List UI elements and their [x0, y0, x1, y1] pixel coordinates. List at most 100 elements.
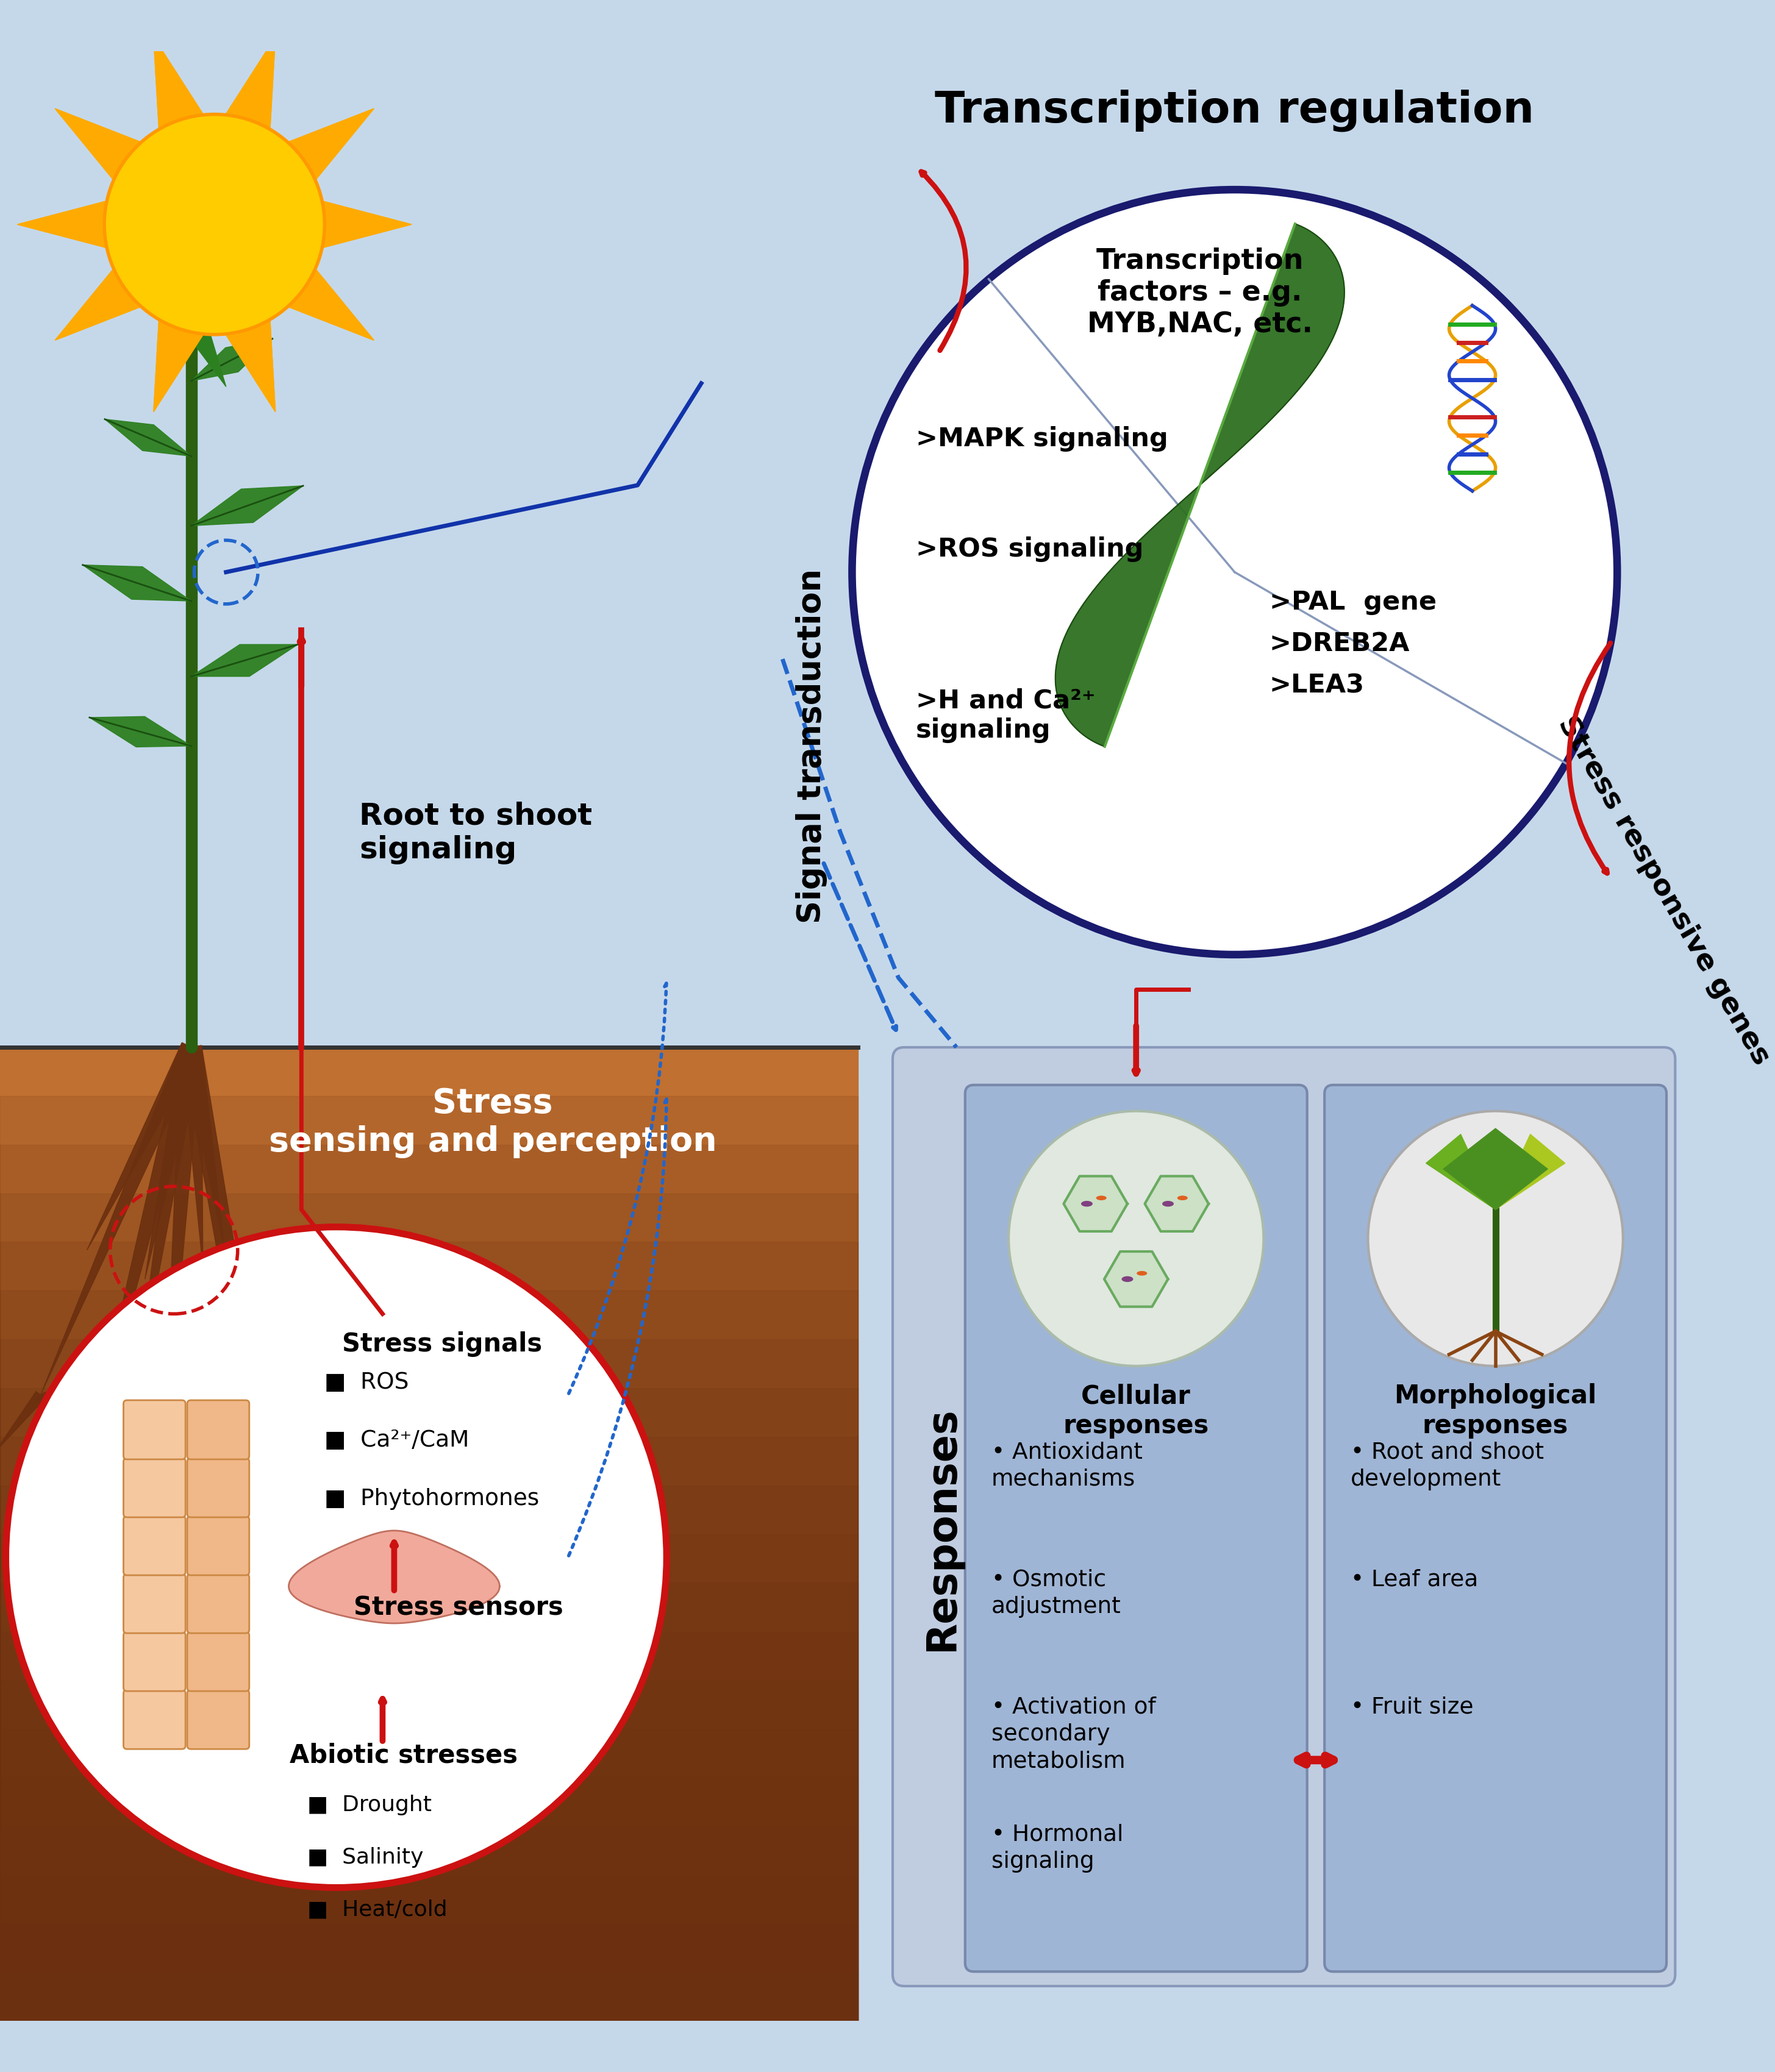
Circle shape: [852, 191, 1617, 955]
Ellipse shape: [1097, 1196, 1106, 1200]
FancyBboxPatch shape: [186, 1691, 248, 1749]
Polygon shape: [1496, 1133, 1566, 1210]
Polygon shape: [323, 201, 412, 247]
Bar: [0, 1486, 857, 2020]
FancyBboxPatch shape: [124, 1401, 186, 1459]
Polygon shape: [75, 1044, 201, 1510]
Text: Transcription
factors – e.g.
MYB,NAC, etc.: Transcription factors – e.g. MYB,NAC, et…: [1086, 247, 1314, 338]
FancyBboxPatch shape: [186, 1517, 248, 1575]
FancyBboxPatch shape: [966, 1086, 1306, 1973]
Polygon shape: [55, 269, 140, 340]
Bar: [0, 1436, 857, 2020]
Text: ■  Heat/cold: ■ Heat/cold: [307, 1900, 447, 1921]
FancyBboxPatch shape: [124, 1517, 186, 1575]
FancyBboxPatch shape: [186, 1459, 248, 1517]
Text: • Leaf area: • Leaf area: [1351, 1569, 1479, 1591]
Ellipse shape: [1177, 1196, 1187, 1200]
Circle shape: [5, 1227, 667, 1888]
FancyBboxPatch shape: [186, 1575, 248, 1633]
Bar: [0, 1973, 857, 2020]
Polygon shape: [83, 566, 192, 601]
Bar: [0, 1291, 857, 2020]
Circle shape: [1008, 1111, 1264, 1365]
Polygon shape: [128, 1405, 146, 1481]
Text: • Activation of
secondary
metabolism: • Activation of secondary metabolism: [990, 1697, 1156, 1772]
Text: Root to shoot
signaling: Root to shoot signaling: [359, 802, 593, 864]
Bar: [0, 1339, 857, 2020]
Bar: [0, 1096, 857, 2020]
Polygon shape: [225, 37, 275, 128]
Polygon shape: [154, 321, 202, 412]
FancyBboxPatch shape: [1324, 1086, 1667, 1973]
Text: Cellular
responses: Cellular responses: [1063, 1384, 1209, 1438]
Circle shape: [105, 114, 325, 334]
Text: • Osmotic
adjustment: • Osmotic adjustment: [990, 1569, 1122, 1618]
Polygon shape: [18, 201, 105, 247]
FancyBboxPatch shape: [893, 1046, 1676, 1987]
Polygon shape: [192, 644, 298, 675]
Polygon shape: [146, 1044, 202, 1278]
Polygon shape: [289, 269, 375, 340]
Polygon shape: [55, 269, 140, 340]
Text: Stress responsive genes: Stress responsive genes: [1553, 713, 1775, 1069]
Text: Stress sensors: Stress sensors: [353, 1595, 563, 1620]
Polygon shape: [1443, 1129, 1496, 1210]
Polygon shape: [289, 1531, 499, 1622]
Bar: [0, 1583, 857, 2020]
Text: Morphological
responses: Morphological responses: [1393, 1384, 1598, 1438]
Bar: [0, 1923, 857, 2020]
Ellipse shape: [1136, 1270, 1147, 1276]
Polygon shape: [192, 485, 304, 526]
Polygon shape: [181, 1046, 238, 1365]
Bar: [0, 1631, 857, 2020]
Polygon shape: [154, 321, 202, 412]
Ellipse shape: [1163, 1202, 1173, 1206]
Bar: [0, 1388, 857, 2020]
Polygon shape: [87, 1042, 201, 1249]
Polygon shape: [192, 338, 272, 381]
Bar: [0, 1875, 857, 2020]
Polygon shape: [181, 1046, 202, 1268]
Bar: [0, 1728, 857, 2020]
Polygon shape: [55, 108, 140, 178]
Bar: [0, 1825, 857, 2020]
Bar: [0, 1241, 857, 2020]
Polygon shape: [225, 37, 275, 128]
Bar: [0, 1193, 857, 2020]
Text: • Hormonal
signaling: • Hormonal signaling: [990, 1823, 1124, 1873]
Text: Responses: Responses: [921, 1407, 962, 1651]
Bar: [0, 1778, 857, 2020]
Polygon shape: [0, 1392, 44, 1452]
Polygon shape: [289, 108, 375, 178]
Polygon shape: [1056, 224, 1344, 746]
Text: ■  ROS: ■ ROS: [325, 1372, 408, 1394]
Circle shape: [1369, 1111, 1622, 1365]
Text: • Antioxidant
mechanisms: • Antioxidant mechanisms: [990, 1442, 1143, 1490]
Ellipse shape: [1081, 1202, 1093, 1206]
Text: >MAPK signaling: >MAPK signaling: [916, 427, 1168, 452]
Polygon shape: [181, 1046, 266, 1442]
Polygon shape: [36, 1392, 87, 1465]
Ellipse shape: [1122, 1276, 1132, 1283]
Polygon shape: [1145, 1177, 1209, 1231]
Polygon shape: [36, 1506, 80, 1558]
Text: Stress signals: Stress signals: [343, 1330, 541, 1357]
Text: Stress
sensing and perception: Stress sensing and perception: [268, 1088, 717, 1158]
Polygon shape: [1104, 1251, 1168, 1307]
FancyBboxPatch shape: [124, 1633, 186, 1691]
Text: ■  Ca²⁺/CaM: ■ Ca²⁺/CaM: [325, 1430, 469, 1452]
Text: >H and Ca²⁺
signaling: >H and Ca²⁺ signaling: [916, 688, 1095, 744]
Text: ■  Phytohormones: ■ Phytohormones: [325, 1488, 540, 1510]
Polygon shape: [225, 321, 275, 412]
Polygon shape: [133, 1046, 202, 1407]
FancyBboxPatch shape: [186, 1401, 248, 1459]
Polygon shape: [18, 201, 105, 247]
Bar: [0, 1144, 857, 2020]
Polygon shape: [55, 108, 140, 178]
Polygon shape: [233, 1363, 261, 1442]
Polygon shape: [1063, 1177, 1127, 1231]
Polygon shape: [41, 1042, 201, 1394]
Polygon shape: [154, 37, 202, 128]
Text: • Root and shoot
development: • Root and shoot development: [1351, 1442, 1544, 1490]
Text: Transcription regulation: Transcription regulation: [935, 89, 1534, 133]
